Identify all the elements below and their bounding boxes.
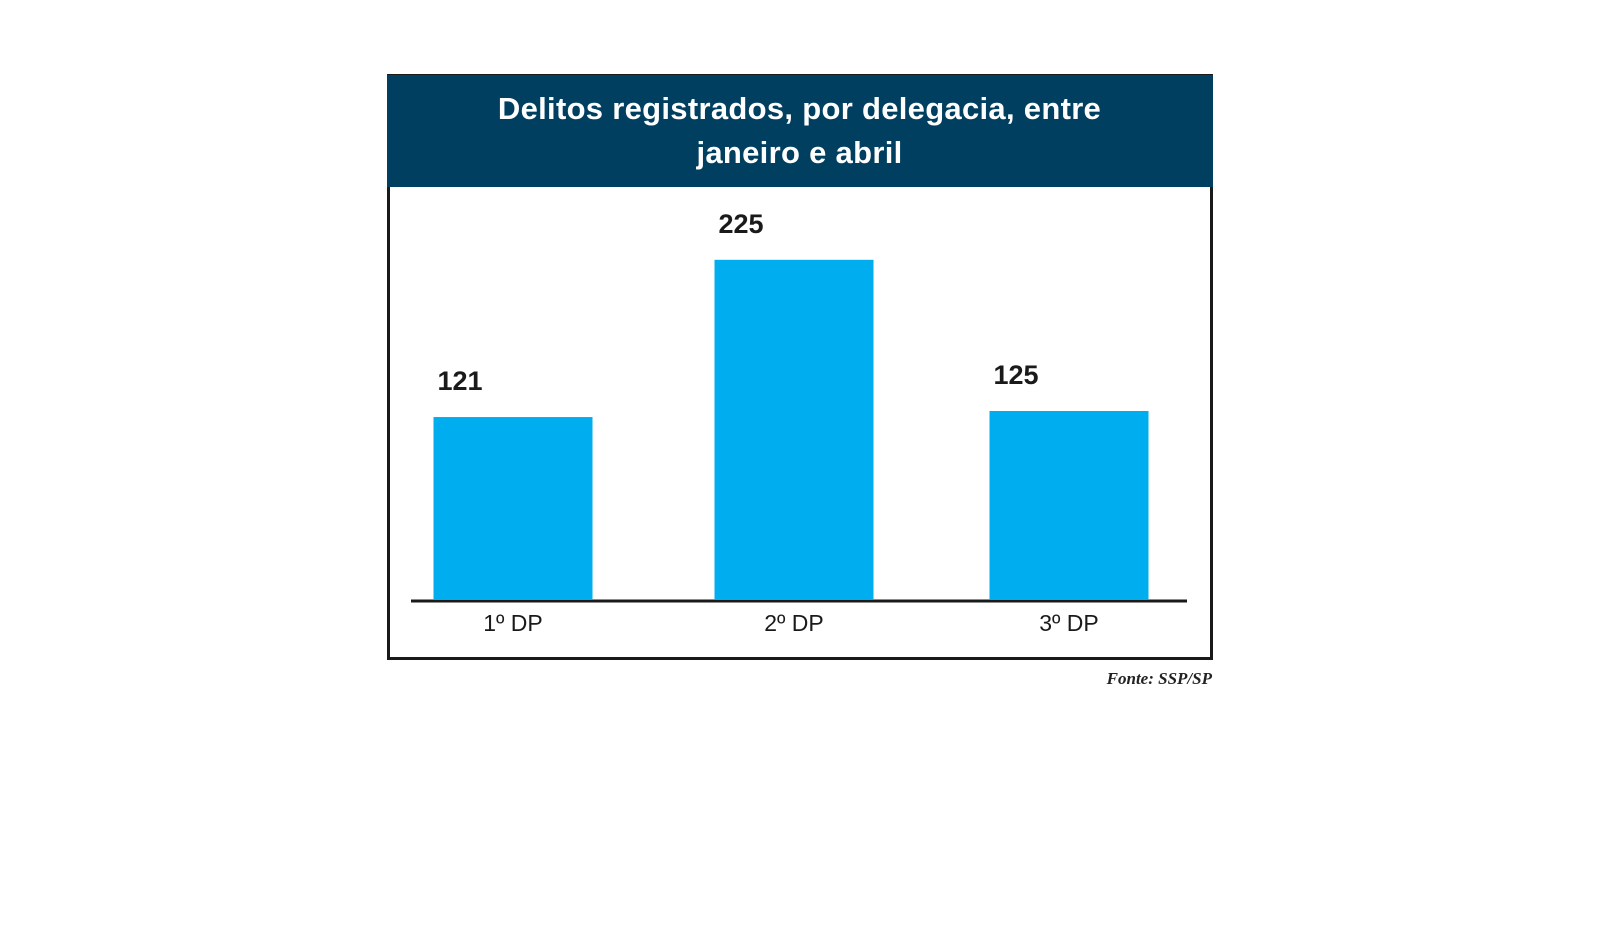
source: Fonte: SSP/SP (1106, 669, 1213, 688)
value-label: 121 (438, 366, 483, 396)
x-tick-label: 3º DP (1039, 610, 1099, 636)
x-tick-label: 2º DP (764, 610, 824, 636)
bar (989, 411, 1149, 600)
bar (714, 259, 874, 600)
header (387, 75, 1213, 187)
chart-title: Delitos registrados, por delegacia, entr… (497, 91, 1102, 170)
x-tick-label: 1º DP (483, 610, 543, 636)
value-label: 125 (994, 360, 1039, 390)
value-label: 225 (719, 209, 764, 239)
bar (433, 417, 593, 600)
title-box: Delitos registrados, por delegacia, entr… (387, 75, 1212, 187)
